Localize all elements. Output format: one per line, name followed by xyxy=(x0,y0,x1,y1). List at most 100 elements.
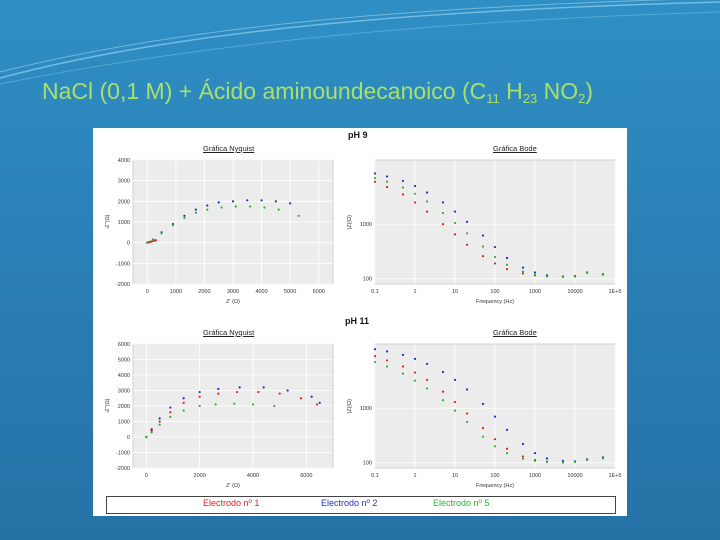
data-point xyxy=(601,273,605,276)
data-point xyxy=(441,223,445,226)
data-point xyxy=(169,406,172,409)
data-point xyxy=(413,371,417,374)
data-point xyxy=(453,378,457,381)
bode-chart-ph9: 0.1 1 10 100 1000 10000 1E+5 100 1000 Frequency (… xyxy=(347,159,622,305)
data-point xyxy=(206,208,209,211)
data-point xyxy=(251,403,255,406)
data-point xyxy=(198,390,201,394)
data-point xyxy=(401,186,405,189)
data-point xyxy=(441,370,445,374)
data-point xyxy=(198,404,201,408)
data-point xyxy=(521,455,525,458)
data-point xyxy=(425,378,429,381)
x-tick-label: 3000 xyxy=(227,289,239,295)
data-point xyxy=(585,271,589,274)
data-point xyxy=(373,348,377,351)
data-point xyxy=(521,270,525,273)
data-point xyxy=(441,399,445,402)
data-point xyxy=(521,266,525,269)
data-point xyxy=(150,428,153,431)
y-tick-label: 1000 xyxy=(360,406,372,412)
data-point xyxy=(385,359,389,362)
x-tick-label: 5000 xyxy=(284,289,296,295)
y-tick-label: 3000 xyxy=(118,179,130,185)
data-point xyxy=(315,403,319,406)
data-point xyxy=(385,180,389,183)
data-point xyxy=(183,216,186,219)
data-point xyxy=(385,350,389,353)
data-point xyxy=(533,452,537,455)
y-tick-label: 6000 xyxy=(118,342,130,348)
data-point xyxy=(217,201,220,204)
data-point xyxy=(465,420,469,423)
data-point xyxy=(573,275,577,278)
data-point xyxy=(183,214,186,217)
data-point xyxy=(286,389,289,392)
data-point xyxy=(585,458,589,462)
data-point xyxy=(601,457,605,460)
data-point xyxy=(401,372,405,375)
data-point xyxy=(182,401,185,404)
data-point xyxy=(413,357,417,360)
data-point xyxy=(385,365,389,368)
x-tick-label: 2000 xyxy=(194,473,206,479)
data-point xyxy=(373,176,377,180)
data-point xyxy=(182,409,185,412)
data-point xyxy=(505,428,509,431)
data-point xyxy=(493,245,497,249)
data-point xyxy=(310,395,313,398)
data-point xyxy=(545,460,549,464)
data-point xyxy=(453,400,457,404)
data-point xyxy=(533,459,537,462)
data-point xyxy=(401,353,405,356)
y-tick-label: 4000 xyxy=(118,373,130,379)
data-point xyxy=(318,401,321,404)
data-point xyxy=(373,360,377,364)
data-point xyxy=(481,234,485,237)
data-point xyxy=(217,392,220,395)
nyquist-chart-ph9: 0 1000 2000 3000 4000 5000 6000 -2000 -1000 0 1000… xyxy=(105,158,334,305)
data-point xyxy=(561,275,565,278)
y-tick-label: 0 xyxy=(127,435,130,441)
chart-title: Gráfica Nyquist xyxy=(203,144,255,153)
data-point xyxy=(297,214,300,217)
data-point xyxy=(465,412,469,415)
x-tick-label: 2000 xyxy=(198,289,210,295)
data-point xyxy=(145,435,148,439)
slide-title: NaCl (0,1 M) + Ácido aminoundecanoico (C… xyxy=(42,78,593,106)
data-point xyxy=(505,447,509,450)
data-point xyxy=(465,220,469,224)
data-point xyxy=(573,460,577,464)
data-point xyxy=(158,420,161,423)
x-tick-label: 10000 xyxy=(567,289,582,295)
data-point xyxy=(401,179,405,183)
data-point xyxy=(171,224,175,227)
data-point xyxy=(263,206,266,209)
data-point xyxy=(260,199,263,202)
data-point xyxy=(169,415,172,418)
y-axis-label: |Z|(Ω) xyxy=(347,399,353,413)
x-tick-label: 0 xyxy=(145,473,148,479)
data-point xyxy=(425,200,429,203)
x-tick-label: 6000 xyxy=(300,473,312,479)
chart-title: Gráfica Bode xyxy=(493,328,537,337)
data-point xyxy=(194,211,197,214)
data-point xyxy=(257,390,260,394)
x-axis-label: Z' (Ω) xyxy=(226,299,240,305)
data-point xyxy=(413,201,417,204)
data-point xyxy=(481,435,485,438)
data-point xyxy=(146,241,149,244)
data-point xyxy=(505,256,509,260)
x-tick-label: 0 xyxy=(146,289,149,295)
y-tick-label: 100 xyxy=(363,461,372,467)
data-point xyxy=(231,200,235,203)
x-tick-label: 100 xyxy=(490,473,499,479)
data-point xyxy=(425,191,429,194)
x-tick-label: 1000 xyxy=(529,473,541,479)
bode-chart-ph11: 0.1 1 10 100 1000 10000 1E+5 100 1000 Frequency (… xyxy=(347,343,622,489)
y-tick-label: 2000 xyxy=(118,199,130,205)
data-point xyxy=(425,387,429,390)
data-point xyxy=(545,457,549,460)
legend-item-electrodo-1: Electrodo nº 1 xyxy=(203,498,260,508)
figure-panel: pH 9 pH 11 Gráfica Nyquist Gráfica Bode … xyxy=(93,128,627,516)
